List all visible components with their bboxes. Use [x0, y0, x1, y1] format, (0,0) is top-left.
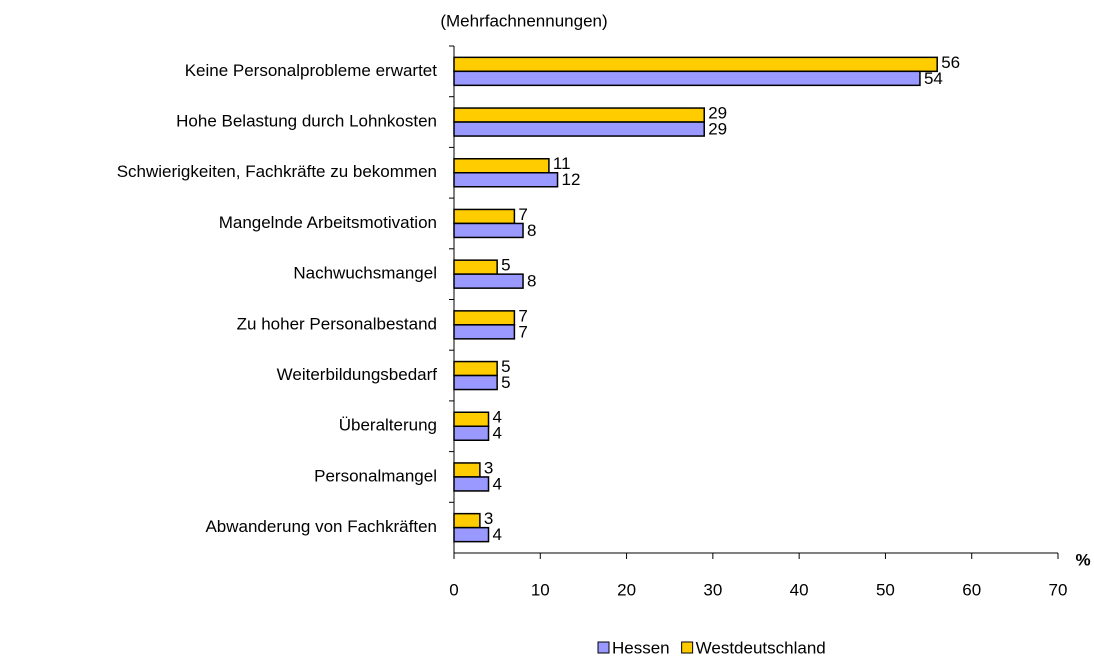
y-tick-label: Zu hoher Personalbestand — [237, 314, 437, 333]
x-axis-label: % — [1075, 550, 1090, 569]
data-label: 8 — [527, 221, 536, 240]
data-label: 7 — [518, 205, 527, 224]
data-label: 4 — [493, 408, 502, 427]
x-tick-label: 30 — [703, 580, 722, 599]
data-label: 56 — [941, 53, 960, 72]
bar — [453, 360, 498, 377]
bar — [453, 374, 498, 391]
bar — [453, 222, 524, 239]
legend-swatch — [597, 641, 610, 654]
data-label: 29 — [708, 120, 727, 139]
bar — [453, 273, 524, 289]
bar — [453, 526, 490, 543]
data-label: 54 — [924, 69, 943, 88]
y-tick-label: Schwierigkeiten, Fachkräfte zu bekommen — [117, 162, 437, 181]
x-tick-label: 50 — [876, 580, 895, 599]
legend-label: Westdeutschland — [696, 638, 826, 657]
data-label: 3 — [484, 458, 493, 477]
y-tick-label: Überalterung — [339, 416, 437, 435]
data-label: 12 — [562, 170, 581, 189]
data-label: 29 — [708, 104, 727, 123]
bar — [453, 70, 921, 87]
bar — [453, 310, 516, 326]
bar — [453, 107, 705, 123]
y-tick-label: Keine Personalprobleme erwartet — [185, 61, 438, 80]
bar — [453, 512, 481, 529]
y-tick-label: Personalmangel — [314, 466, 437, 485]
bar — [453, 208, 516, 225]
data-label: 3 — [484, 509, 493, 528]
legend-label: Hessen — [612, 638, 670, 657]
bar — [453, 158, 550, 174]
data-label: 7 — [518, 322, 527, 341]
data-label: 5 — [501, 357, 510, 376]
x-tick-label: 70 — [1049, 580, 1068, 599]
y-tick-label: Abwanderung von Fachkräften — [205, 517, 437, 536]
bar — [453, 121, 705, 137]
x-tick-label: 0 — [449, 580, 458, 599]
x-tick-label: 20 — [617, 580, 636, 599]
legend-swatch — [681, 641, 694, 654]
y-tick-label: Weiterbildungsbedarf — [277, 365, 438, 384]
bar — [453, 411, 490, 427]
y-tick-label: Hohe Belastung durch Lohnkosten — [176, 112, 437, 131]
data-label: 5 — [501, 256, 510, 275]
x-tick-label: 60 — [962, 580, 981, 599]
bar — [453, 324, 516, 340]
data-label: 7 — [518, 306, 527, 325]
bar — [453, 259, 498, 275]
y-tick-label: Nachwuchsmangel — [293, 264, 437, 283]
data-label: 11 — [553, 154, 571, 173]
data-label: 8 — [527, 272, 536, 291]
bar — [453, 462, 481, 478]
bar — [453, 56, 938, 73]
y-tick-label: Mangelnde Arbeitsmotivation — [219, 213, 437, 232]
x-tick-label: 10 — [531, 580, 550, 599]
chart-subtitle: (Mehrfachnennungen) — [440, 11, 607, 30]
bar — [453, 172, 559, 188]
bar — [453, 476, 490, 492]
x-tick-label: 40 — [790, 580, 809, 599]
data-label: 5 — [501, 373, 510, 392]
data-label: 4 — [493, 424, 502, 443]
data-label: 4 — [493, 525, 502, 544]
bar — [453, 425, 490, 441]
data-label: 4 — [493, 474, 502, 493]
